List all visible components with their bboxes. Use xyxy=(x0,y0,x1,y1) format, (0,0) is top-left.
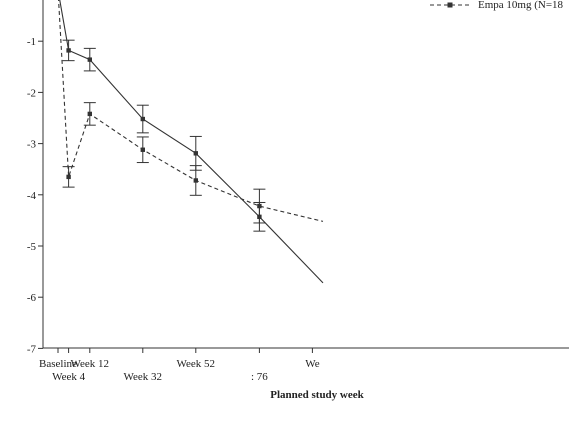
data-point xyxy=(193,151,198,156)
data-point xyxy=(66,174,71,180)
data-point xyxy=(87,57,92,62)
x-tick-label: : 76 xyxy=(251,371,268,383)
y-axis: -1 -2 -3 -4 -5 -6 -7 xyxy=(27,0,44,355)
y-tick-label: -2 xyxy=(27,87,36,99)
legend: Empa 10mg (N=18 xyxy=(430,0,564,11)
data-point xyxy=(193,178,198,183)
x-tick-label: Week 32 xyxy=(124,371,163,383)
y-ticks: -1 -2 -3 -4 -5 -6 -7 xyxy=(27,36,43,355)
data-point xyxy=(140,147,145,152)
x-axis-title: Planned study week xyxy=(270,389,364,401)
data-point xyxy=(66,48,71,53)
data-point xyxy=(257,203,262,209)
y-tick-label: -3 xyxy=(27,139,37,151)
data-point xyxy=(140,116,145,122)
series-dashed xyxy=(58,0,324,224)
x-tick-label: Baseline xyxy=(39,358,77,370)
y-tick-label: -1 xyxy=(27,36,36,48)
x-tick-label: Week 4 xyxy=(52,371,86,383)
legend-label-empa: Empa 10mg (N=18 xyxy=(478,0,564,11)
y-tick-label: -6 xyxy=(27,292,37,304)
legend-marker xyxy=(447,2,453,8)
x-tick-label: Week 52 xyxy=(177,358,216,370)
series-solid xyxy=(59,0,324,284)
series-layer xyxy=(58,0,324,284)
series-line xyxy=(59,0,324,284)
data-point xyxy=(87,111,92,117)
series-line xyxy=(58,0,324,222)
x-tick-label: We xyxy=(305,358,320,370)
y-tick-label: -5 xyxy=(27,241,37,253)
y-tick-label: -4 xyxy=(27,190,37,202)
x-tick-label: Week 12 xyxy=(71,358,110,370)
y-tick-label: -7 xyxy=(27,343,37,355)
